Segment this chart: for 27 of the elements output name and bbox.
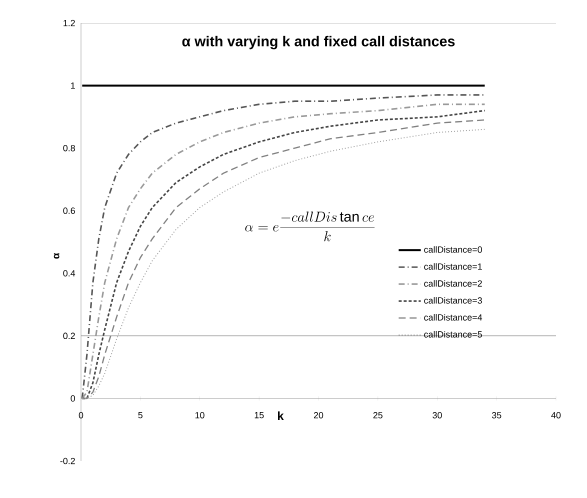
y-tick-label: 1.2 — [64, 20, 75, 26]
y-tick-label: 0 — [70, 395, 76, 402]
x-tick-label: 0 — [78, 412, 84, 418]
y-tick-label: 0.6 — [63, 208, 75, 214]
x-tick-label: 15 — [254, 412, 264, 418]
y-tick-label: 0.4 — [63, 270, 76, 276]
x-tick-label: 35 — [492, 412, 502, 418]
y-tick-label: 0.8 — [63, 144, 75, 152]
legend-label: callDistance=1 — [424, 263, 482, 270]
x-tick-label: 5 — [138, 412, 142, 418]
legend-label: callDistance=5 — [424, 330, 482, 338]
x-tick-label: 40 — [551, 412, 561, 418]
x-axis-title: k — [278, 411, 284, 420]
x-tick-label: 25 — [373, 412, 382, 418]
y-tick-label: 1 — [71, 82, 75, 89]
annotation: $\alpha = e\frac{-callDis\tan ce}{k}$ — [245, 212, 375, 242]
y-tick-label: -0.2 — [60, 458, 75, 464]
legend-label: callDistance=4 — [424, 314, 482, 321]
legend-label: callDistance=2 — [424, 280, 482, 287]
y-axis-title: α — [54, 252, 60, 259]
y-tick-label: 0.2 — [63, 332, 75, 340]
x-tick-label: 30 — [432, 412, 442, 418]
legend-label: callDistance=0 — [424, 246, 482, 253]
text: α with varying k and fixed call distances — [182, 36, 455, 50]
x-tick-label: 10 — [195, 412, 204, 418]
x-tick-label: 20 — [314, 412, 324, 418]
legend-label: callDistance=3 — [424, 297, 482, 304]
